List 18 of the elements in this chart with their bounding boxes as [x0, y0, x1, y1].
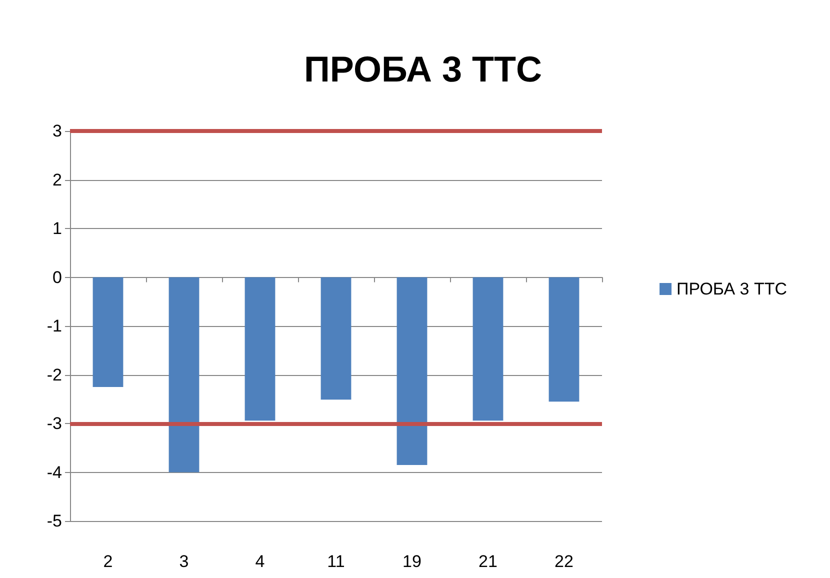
y-tick-label: -2: [46, 365, 62, 384]
legend-label: ПРОБА 3 ТТС: [676, 280, 788, 298]
y-tick-label: 3: [52, 122, 62, 140]
x-tick-label: 21: [478, 552, 498, 571]
x-tick-label: 19: [402, 552, 422, 571]
x-tick-label: 3: [179, 552, 189, 571]
y-tick-label: 0: [52, 268, 62, 287]
y-tick-label: 2: [52, 170, 62, 190]
x-tick-label: 2: [103, 552, 113, 571]
y-tick-label: 1: [52, 219, 62, 238]
y-tick-label: -4: [46, 462, 62, 482]
y-tick-label: -1: [46, 316, 62, 336]
x-tick-label: 4: [255, 552, 265, 571]
y-tick-label: -5: [46, 512, 62, 530]
x-tick-label: 11: [327, 552, 345, 571]
y-tick-label: -3: [46, 414, 62, 433]
x-tick-label: 22: [554, 552, 574, 571]
chart-title: ПРОБА 3 ТТС: [304, 48, 542, 90]
